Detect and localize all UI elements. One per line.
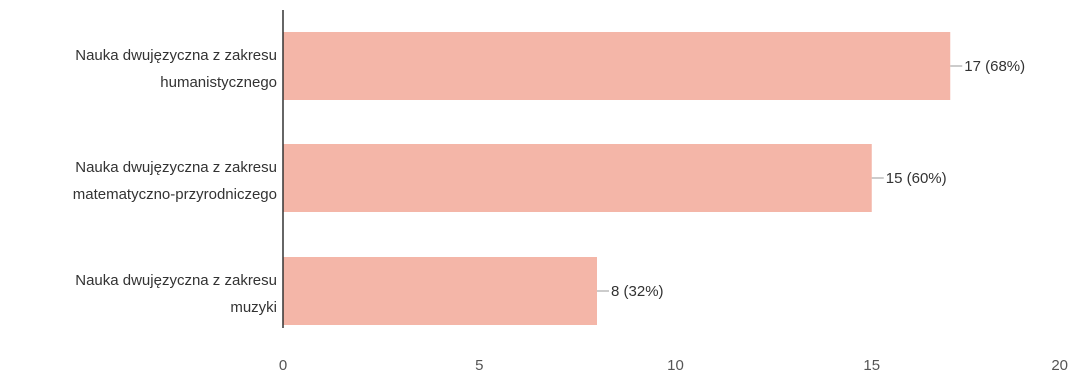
bar-1 [283, 144, 872, 212]
bar-2 [283, 257, 597, 325]
x-tick-label-4: 20 [1051, 357, 1068, 374]
value-label-0: 17 (68%) [964, 58, 1025, 75]
value-labels-layer: 17 (68%) 15 (60%) 8 (32%) [597, 58, 1025, 300]
x-tick-labels-layer: 0 5 10 15 20 [279, 357, 1068, 374]
x-tick-label-2: 10 [667, 357, 684, 374]
category-labels-layer: Nauka dwujęzyczna z zakresu humanistyczne… [73, 47, 277, 316]
category-label-0: Nauka dwujęzyczna z zakresu humanistyczne… [75, 47, 277, 91]
category-label-2: Nauka dwujęzyczna z zakresu muzyki [75, 272, 277, 316]
value-label-2: 8 (32%) [611, 283, 664, 300]
bar-0 [283, 32, 951, 100]
x-tick-label-0: 0 [279, 357, 287, 374]
category-label-1: Nauka dwujęzyczna z zakresu matematyczno-… [73, 159, 277, 203]
x-tick-label-1: 5 [475, 357, 483, 374]
value-label-1: 15 (60%) [886, 170, 947, 187]
bars-layer [283, 32, 951, 325]
x-tick-label-3: 15 [863, 357, 880, 374]
